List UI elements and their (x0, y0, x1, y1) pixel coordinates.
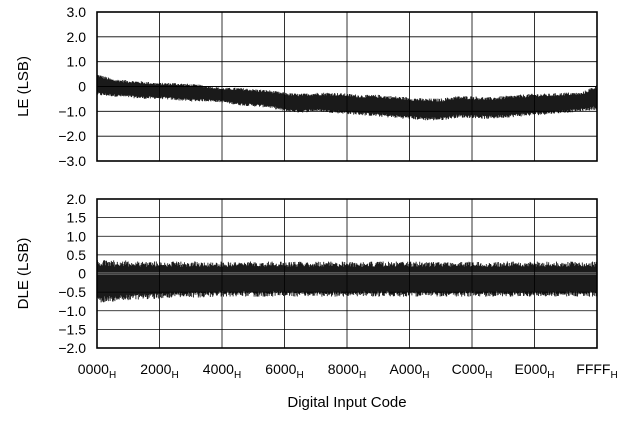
x-tick-label: FFFFH (576, 361, 617, 381)
x-tick-label: 0000H (78, 361, 116, 381)
le-y-tick-label: −2.0 (58, 128, 86, 144)
le-y-axis-label: LE (LSB) (15, 56, 32, 117)
le-y-tick-label: −3.0 (58, 153, 86, 169)
dle-y-ticks: 2.0 1.5 1.0 0.5 0 −0.5 −1.0 −1.5 −2.0 (58, 191, 86, 356)
x-tick-label: 6000H (265, 361, 303, 381)
x-tick-label: 4000H (203, 361, 241, 381)
dle-y-tick-label: 1.5 (67, 210, 87, 226)
le-y-tick-label: −1.0 (58, 103, 86, 119)
dle-plot-frame (96, 198, 598, 349)
dle-panel: 2.0 1.5 1.0 0.5 0 −0.5 −1.0 −1.5 −2.0 DLE (LSB) (15, 191, 598, 356)
dle-y-tick-label: 1.0 (67, 228, 87, 244)
le-y-tick-label: 2.0 (67, 29, 87, 45)
dle-grid (96, 198, 598, 349)
le-y-tick-label: 3.0 (67, 4, 87, 20)
x-tick-label: 8000H (328, 361, 366, 381)
dle-y-tick-label: −0.5 (58, 284, 86, 300)
le-panel: 3.0 2.0 1.0 0 −1.0 −2.0 −3.0 LE (LSB) (15, 4, 598, 169)
x-tick-labels: 0000H 2000H 4000H 6000H 8000H A000H C000H E000H… (78, 361, 618, 381)
x-tick-label: 2000H (140, 361, 178, 381)
x-tick-label: C000H (452, 361, 493, 381)
le-y-tick-label: 1.0 (67, 54, 87, 70)
le-y-ticks: 3.0 2.0 1.0 0 −1.0 −2.0 −3.0 (58, 4, 86, 169)
x-tick-label: E000H (515, 361, 555, 381)
x-axis-label: Digital Input Code (287, 394, 406, 411)
x-tick-label: A000H (390, 361, 430, 381)
dle-y-tick-label: −1.0 (58, 303, 86, 319)
dle-y-tick-label: 2.0 (67, 191, 87, 207)
dle-y-tick-label: −2.0 (58, 340, 86, 356)
le-y-tick-label: 0 (78, 79, 86, 95)
dle-y-tick-label: 0 (78, 266, 86, 282)
dle-y-tick-label: −1.5 (58, 321, 86, 337)
dle-y-axis-label: DLE (LSB) (15, 238, 32, 310)
le-grid (96, 11, 598, 162)
dle-y-tick-label: 0.5 (67, 247, 87, 263)
le-plot-frame (96, 11, 598, 162)
